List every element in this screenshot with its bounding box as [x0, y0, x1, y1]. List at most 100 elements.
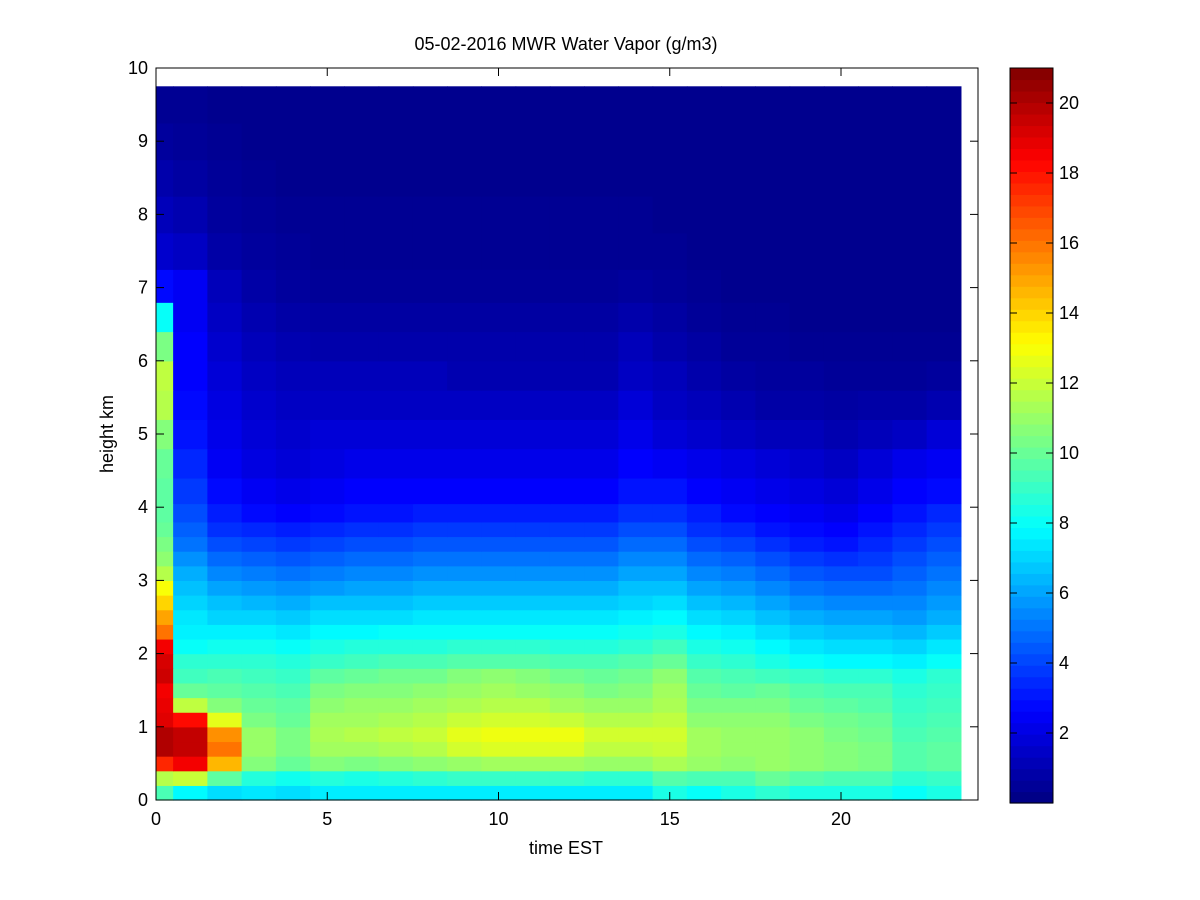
heatmap-cell: [275, 269, 311, 303]
y-tick-label: 2: [138, 644, 148, 664]
heatmap-cell: [156, 653, 174, 669]
heatmap-cell: [721, 565, 756, 581]
heatmap-cell: [207, 726, 243, 743]
heatmap-cell: [721, 196, 756, 234]
heatmap-cell: [549, 448, 585, 479]
heatmap-cell: [926, 770, 962, 786]
colorbar-swatch: [1010, 79, 1053, 92]
heatmap-cell: [344, 595, 380, 611]
heatmap-cell: [721, 536, 756, 552]
heatmap-cell: [755, 419, 791, 450]
heatmap-cell: [858, 390, 893, 420]
heatmap-cell: [892, 785, 928, 801]
heatmap-cell: [344, 785, 380, 801]
heatmap-cell: [584, 624, 619, 640]
heatmap-cell: [310, 390, 345, 420]
heatmap-cell: [344, 697, 380, 713]
heatmap-cell: [892, 390, 928, 420]
heatmap-cell: [755, 551, 791, 567]
heatmap-cell: [173, 741, 208, 757]
heatmap-cell: [858, 159, 893, 197]
heatmap-cell: [618, 477, 654, 505]
heatmap-cell: [652, 448, 688, 479]
heatmap-cell: [858, 741, 893, 757]
heatmap-cell: [584, 390, 619, 420]
heatmap-cell: [378, 756, 414, 772]
heatmap-cell: [275, 595, 311, 611]
heatmap-cell: [481, 122, 517, 161]
heatmap-cell: [207, 232, 243, 270]
heatmap-cell: [755, 302, 791, 333]
heatmap-cell: [447, 390, 482, 420]
heatmap-cell: [515, 232, 551, 270]
heatmap-cell: [892, 580, 928, 596]
heatmap-cell: [344, 477, 380, 505]
heatmap-cell: [618, 419, 654, 450]
heatmap-cell: [241, 712, 277, 728]
heatmap-cell: [686, 521, 722, 538]
heatmap-cell: [755, 360, 791, 391]
heatmap-cell: [549, 159, 585, 197]
heatmap-cell: [823, 536, 859, 552]
heatmap-cell: [721, 653, 756, 669]
heatmap-cell: [344, 521, 380, 538]
heatmap-cell: [686, 624, 722, 640]
heatmap-cell: [156, 595, 174, 611]
heatmap-cell: [892, 741, 928, 757]
heatmap-cell: [721, 122, 756, 161]
heatmap-cell: [207, 712, 243, 728]
heatmap-cell: [755, 624, 791, 640]
heatmap-cell: [156, 712, 174, 728]
heatmap-cell: [344, 536, 380, 552]
heatmap-cell: [310, 580, 345, 596]
heatmap-cell: [275, 785, 311, 801]
heatmap-cell: [858, 770, 893, 786]
colorbar-tick-label: 14: [1059, 303, 1079, 323]
heatmap-cell: [618, 390, 654, 420]
heatmap-cell: [789, 668, 825, 684]
heatmap-cell: [721, 390, 756, 420]
heatmap-cell: [789, 448, 825, 479]
heatmap-cell: [481, 503, 517, 523]
heatmap-cell: [926, 565, 962, 581]
heatmap-cell: [652, 536, 688, 552]
heatmap-cell: [549, 86, 585, 124]
heatmap-cell: [447, 638, 482, 655]
heatmap-cell: [207, 682, 243, 699]
heatmap-cell: [858, 712, 893, 728]
heatmap-cell: [481, 551, 517, 567]
heatmap-cell: [584, 536, 619, 552]
heatmap-cell: [618, 503, 654, 523]
heatmap-cell: [173, 697, 208, 713]
heatmap-cell: [789, 196, 825, 234]
heatmap-cell: [412, 86, 448, 124]
heatmap-cell: [173, 86, 208, 124]
heatmap-cell: [515, 302, 551, 333]
heatmap-cell: [412, 419, 448, 450]
heatmap-cell: [173, 580, 208, 596]
heatmap-cell: [892, 269, 928, 303]
heatmap-cell: [344, 122, 380, 161]
heatmap-cell: [892, 86, 928, 124]
heatmap-cell: [652, 551, 688, 567]
heatmap-cell: [378, 477, 414, 505]
heatmap-cell: [858, 726, 893, 743]
heatmap-cell: [618, 726, 654, 743]
heatmap-cell: [412, 159, 448, 197]
heatmap-cell: [686, 503, 722, 523]
heatmap-cell: [515, 331, 551, 362]
heatmap-cell: [686, 196, 722, 234]
heatmap-cell: [156, 565, 174, 581]
heatmap-cell: [789, 331, 825, 362]
heatmap-cell: [515, 785, 551, 801]
heatmap-cell: [549, 360, 585, 391]
heatmap-cell: [275, 756, 311, 772]
heatmap-cell: [755, 682, 791, 699]
heatmap-cell: [447, 551, 482, 567]
heatmap-cell: [515, 580, 551, 596]
heatmap-cell: [207, 741, 243, 757]
heatmap-cell: [481, 390, 517, 420]
heatmap-cell: [241, 477, 277, 505]
heatmap-cell: [584, 448, 619, 479]
heatmap-cell: [721, 419, 756, 450]
